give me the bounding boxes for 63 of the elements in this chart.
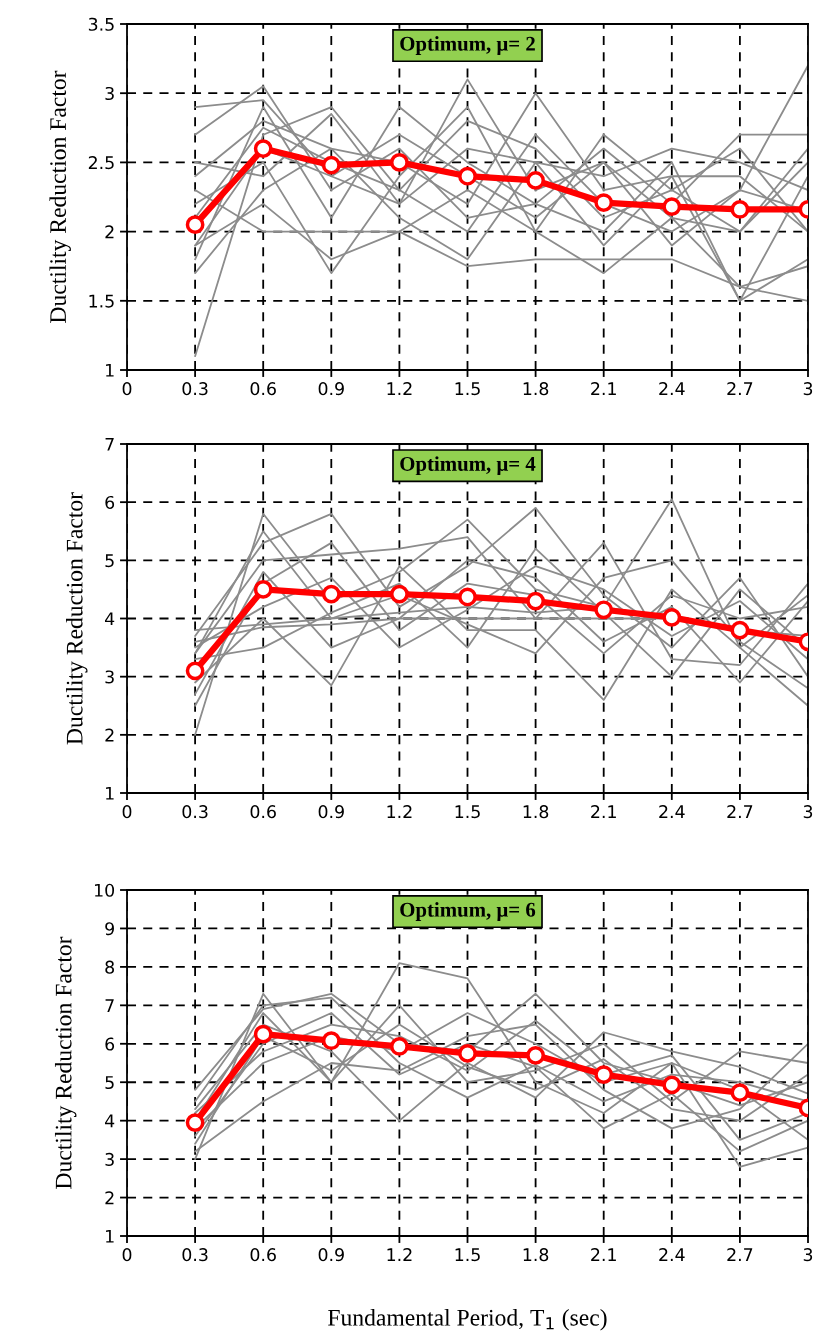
y-tick-label: 3 [105,86,114,101]
x-tick-label: 1.8 [523,805,549,819]
y-tick-label: 1 [106,1229,114,1243]
x-tick-label: 0 [122,805,132,819]
x-tick-label: 1.8 [523,382,549,396]
x-tick-label: 0.9 [318,382,344,396]
x-tick-label: 0.9 [318,1248,344,1262]
x-tick-label: 0.9 [318,805,344,819]
x-tick-label: 1.2 [387,1248,412,1261]
y-tick-label: 2 [105,728,114,742]
x-tick-label: 1.5 [455,805,480,819]
y-tick-label: 5 [105,1076,114,1090]
x-tick-label: 3 [803,805,813,819]
y-tick-label: 1.5 [89,294,114,308]
x-tick-label: 0 [122,382,132,396]
text: Optimum, μ= 4 [400,456,536,476]
x-tick-label: 2.7 [727,382,753,395]
x-tick-label: 2.7 [727,805,753,818]
y-tick-label: 5 [105,554,114,568]
x-tick-label: 0.6 [250,805,276,819]
text: Optimum, μ= 6 [400,902,536,921]
y-tick-label: 2 [105,225,114,239]
x-tick-label: 2.4 [659,382,685,395]
x-tick-label: 1.5 [455,1248,480,1262]
x-tick-label: 1.8 [523,1248,549,1262]
x-tick-label: 0.3 [182,1248,208,1262]
y-tick-label: 3 [105,1152,114,1166]
y-axis-title: Ductility Reduction Factor [66,492,88,745]
x-tick-label: 0.6 [250,1248,276,1262]
y-tick-label: 6 [105,1037,115,1051]
x-tick-label: 0 [122,1248,132,1262]
y-tick-label: 4 [105,612,115,626]
x-tick-label: 0.6 [250,382,276,396]
y-tick-label: 3.5 [88,17,114,31]
x-tick-label: 0.3 [182,805,208,819]
y-tick-label: 1 [106,786,114,800]
x-tick-label: 3 [803,382,813,396]
y-tick-label: 7 [105,437,114,451]
x-tick-label: 2.7 [727,1248,753,1261]
y-axis-title: Ductility Reduction Factor [54,936,77,1189]
x-tick-label: 2.1 [591,805,616,818]
y-tick-label: 2 [105,1191,114,1205]
x-tick-label: 3 [803,1248,813,1262]
x-tick-label: 1.2 [387,382,412,395]
y-tick-label: 9 [105,922,114,936]
x-tick-label: 0.3 [182,382,208,396]
y-axis-title: Ductility Reduction Factor [49,70,71,323]
y-tick-label: 6 [105,495,115,510]
y-tick-label: 2.5 [88,156,114,170]
x-tick-label: 1.2 [387,805,412,818]
y-tick-label: 3 [105,670,114,684]
y-tick-label: 8 [105,960,115,974]
x-tick-label: 2.4 [659,1248,685,1261]
y-tick-label: 7 [105,999,114,1012]
x-tick-label: 1.5 [455,382,480,396]
x-tick-label: 2.4 [659,805,685,818]
y-tick-label: 4 [105,1114,115,1128]
x-axis-title: Fundamental Period, T$_{1}$ (sec) [328,1309,607,1331]
x-tick-label: 2.1 [591,1248,616,1261]
y-tick-label: 10 [95,883,115,897]
text: Optimum, μ= 2 [400,36,535,55]
x-tick-label: 2.1 [591,382,616,395]
y-tick-label: 1 [106,363,114,377]
